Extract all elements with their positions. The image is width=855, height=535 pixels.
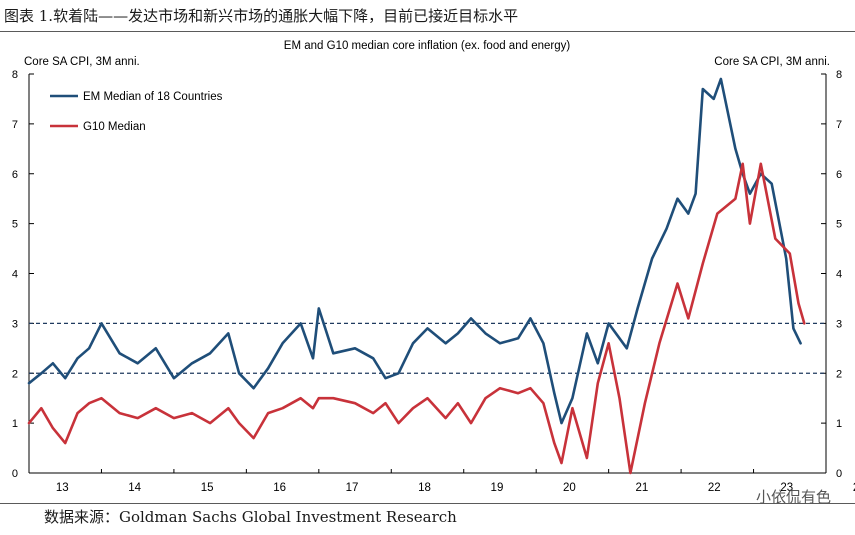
right-y-tick-label: 8 xyxy=(836,69,842,81)
top-rule xyxy=(0,31,855,32)
x-tick-label: 18 xyxy=(418,482,431,494)
left-y-tick-label: 4 xyxy=(12,269,18,281)
source-note: 数据来源：Goldman Sachs Global Investment Res… xyxy=(44,508,457,526)
right-axis-label: Core SA CPI, 3M anni. xyxy=(714,56,830,68)
x-tick-label: 23 xyxy=(780,482,793,494)
right-y-tick-label: 6 xyxy=(836,169,842,181)
right-y-tick-label: 7 xyxy=(836,119,842,131)
x-tick-label: 17 xyxy=(346,482,359,494)
chart-title: EM and G10 median core inflation (ex. fo… xyxy=(284,40,571,52)
left-y-tick-label: 8 xyxy=(12,69,18,81)
watermark-text: 小依侃有色 xyxy=(755,489,831,506)
x-tick-label: 20 xyxy=(563,482,576,494)
legend-label-g10: G10 Median xyxy=(83,121,146,133)
legend: EM Median of 18 Countries G10 Median xyxy=(50,91,223,133)
left-y-tick-label: 5 xyxy=(12,219,18,231)
bottom-rule xyxy=(0,503,855,504)
x-tick-label: 13 xyxy=(56,482,69,494)
right-y-tick-label: 5 xyxy=(836,219,842,231)
x-tick-label: 16 xyxy=(273,482,286,494)
x-tick-label: 14 xyxy=(128,482,141,494)
left-y-tick-label: 1 xyxy=(12,418,18,430)
left-y-tick-label: 0 xyxy=(12,468,18,480)
right-y-tick-label: 4 xyxy=(836,269,842,281)
left-y-tick-label: 6 xyxy=(12,169,18,181)
plot-area: 0 01 12 23 34 45 56 67 78 813 14 15 16 17 18 19 20 21 22 23… xyxy=(12,69,855,494)
x-tick-label: 24 xyxy=(853,482,855,494)
right-y-tick-label: 1 xyxy=(836,418,842,430)
inflation-chart: EM and G10 median core inflation (ex. fo… xyxy=(12,40,855,494)
g10-median-line xyxy=(27,162,806,475)
x-tick-label: 15 xyxy=(201,482,214,494)
right-y-tick-label: 0 xyxy=(836,468,842,480)
left-y-tick-label: 7 xyxy=(12,119,18,131)
x-tick-label: 22 xyxy=(708,482,721,494)
left-y-tick-label: 3 xyxy=(12,318,18,330)
left-axis-label: Core SA CPI, 3M anni. xyxy=(24,56,140,68)
x-tick-label: 21 xyxy=(635,482,648,494)
legend-label-em: EM Median of 18 Countries xyxy=(83,91,223,103)
figure-caption: 图表 1.软着陆——发达市场和新兴市场的通胀大幅下降，目前已接近目标水平 xyxy=(4,7,519,25)
right-y-tick-label: 2 xyxy=(836,368,842,380)
left-y-tick-label: 2 xyxy=(12,368,18,380)
x-tick-label: 19 xyxy=(491,482,504,494)
em-median-line xyxy=(27,77,802,425)
right-y-tick-label: 3 xyxy=(836,318,842,330)
